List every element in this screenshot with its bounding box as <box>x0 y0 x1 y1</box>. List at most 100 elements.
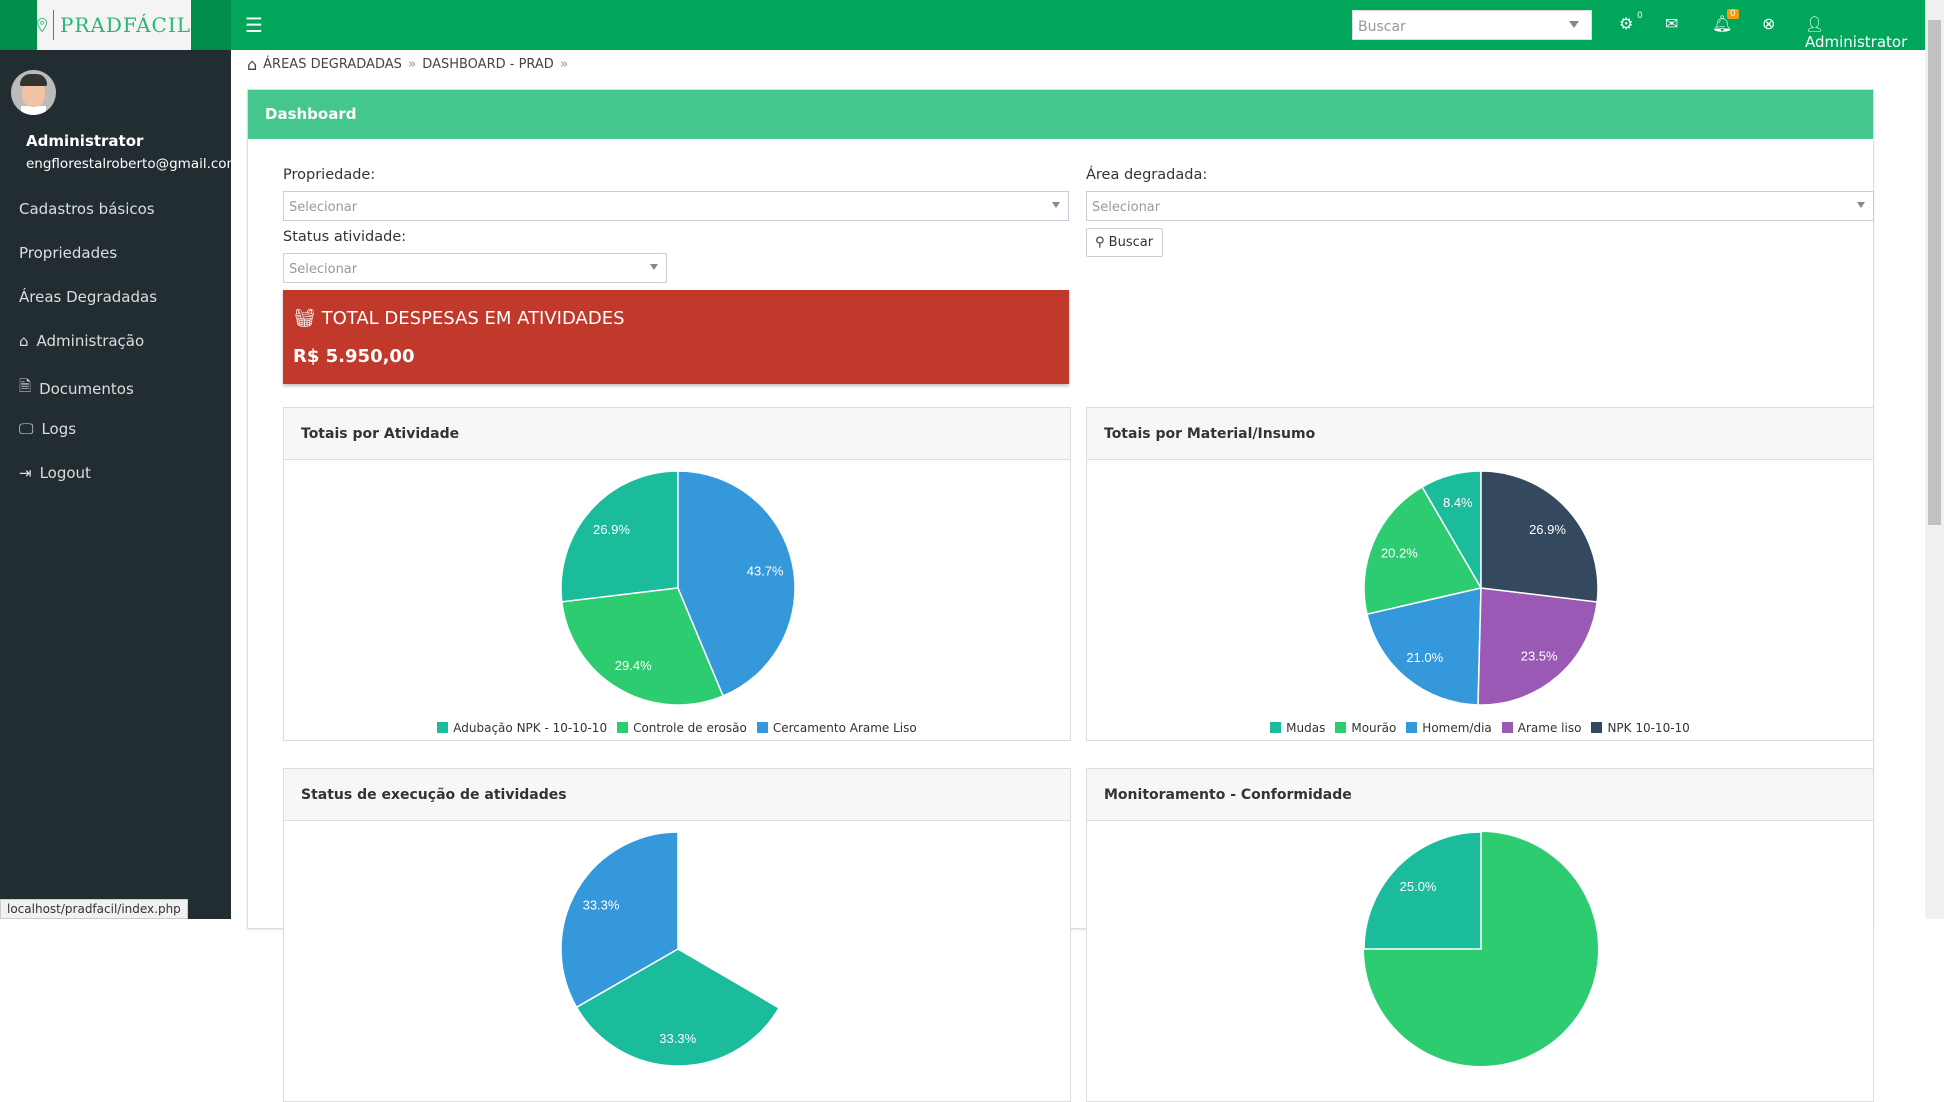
logo[interactable]: PRADFÁCIL <box>37 0 191 50</box>
caret-down-icon <box>1857 202 1865 212</box>
pie-slice[interactable] <box>560 587 725 706</box>
pie-slice-label: 33.3% <box>659 1031 696 1046</box>
caret-down-icon <box>650 264 658 274</box>
pie-slice[interactable] <box>1363 485 1483 616</box>
legend-swatch <box>617 722 629 733</box>
legend-swatch <box>1501 722 1513 733</box>
chart-legend: Adubação NPK - 10-10-10 Controle de erosã… <box>284 721 1070 735</box>
legend-item[interactable]: Mudas <box>1270 721 1325 735</box>
legend-item[interactable]: Cercamento Arame Liso <box>756 721 917 735</box>
basket-icon: 🧺︎ <box>293 308 316 329</box>
chart-title: Monitoramento - Conformidade <box>1087 769 1873 821</box>
pie-slice-label: 33.3% <box>583 897 620 912</box>
sidebar-item-areas[interactable]: Áreas Degradadas <box>19 288 157 306</box>
envelope-icon[interactable]: ✉ <box>1665 14 1679 33</box>
sidebar-user-email: engflorestalroberto@gmail.com <box>26 156 240 172</box>
chart-card-atividade: Totais por Atividade 26.9% 29.4% 43.7% Aduba… <box>283 407 1071 741</box>
select-value: Selecionar <box>1092 200 1161 215</box>
legend-label: Controle de erosão <box>633 721 747 735</box>
menu-toggle-icon[interactable]: ☰ <box>245 13 263 37</box>
legend-swatch <box>437 722 449 733</box>
pie-slice[interactable] <box>1480 470 1599 603</box>
life-ring-icon[interactable]: ⊗ <box>1762 14 1776 33</box>
user-icon: 👤︎ <box>1805 15 1825 33</box>
sidebar-item-label: Administração <box>36 332 145 350</box>
status-bar-url: localhost/pradfacil/index.php <box>0 899 188 919</box>
pie-slice[interactable] <box>677 470 796 697</box>
chart-legend: Mudas Mourão Homem/dia Arame liso NPK 10-10-… <box>1087 721 1873 735</box>
sidebar-item-logout[interactable]: ⇥ Logout <box>19 464 91 482</box>
gear-icon[interactable]: ⚙ <box>1619 14 1634 33</box>
sidebar-item-cadastros[interactable]: Cadastros básicos <box>19 200 155 218</box>
search-select[interactable]: Buscar <box>1352 10 1592 40</box>
chart-title: Totais por Material/Insumo <box>1087 408 1873 460</box>
avatar <box>11 70 56 115</box>
sidebar-item-label: Áreas Degradadas <box>19 288 158 306</box>
breadcrumb-item[interactable]: DASHBOARD - PRAD <box>422 57 554 72</box>
pie-slice[interactable] <box>560 470 679 603</box>
search-button[interactable]: ⚲ Buscar <box>1086 228 1163 257</box>
area-select[interactable]: Selecionar <box>1086 191 1874 221</box>
total-value: R$ 5.950,00 <box>293 346 415 367</box>
file-icon: 🗎 <box>19 377 32 395</box>
breadcrumb-item[interactable]: ÁREAS DEGRADADAS <box>263 57 402 72</box>
chart-title: Totais por Atividade <box>284 408 1070 460</box>
sidebar-user-name: Administrator <box>26 132 144 150</box>
legend-swatch <box>1406 722 1418 733</box>
chevron-double-right-icon: » <box>559 57 569 72</box>
sidebar-item-label: Documentos <box>39 379 134 398</box>
home-icon[interactable]: ⌂ <box>247 55 258 74</box>
legend-label: Homem/dia <box>1422 721 1492 735</box>
sidebar-item-label: Cadastros básicos <box>19 200 155 218</box>
sidebar-item-logs[interactable]: 🖵 Logs <box>19 420 76 438</box>
user-menu[interactable]: 👤︎ Administrator <box>1805 15 1925 51</box>
pie-slice-label: 43.7% <box>747 564 784 579</box>
legend-swatch <box>756 722 768 733</box>
pie-slice-label: 8.4% <box>1443 495 1473 510</box>
logo-text: PRADFÁCIL <box>59 13 191 37</box>
pie-slice-label: 26.9% <box>1529 522 1566 537</box>
chart-card-material: Totais por Material/Insumo 8.4% 20.2% 21.0%… <box>1086 407 1874 741</box>
chart-card-status: Status de execução de atividades 33.3% 33.… <box>283 768 1071 1102</box>
legend-item[interactable]: NPK 10-10-10 <box>1591 721 1690 735</box>
legend-item[interactable]: Adubação NPK - 10-10-10 <box>437 721 607 735</box>
status-select[interactable]: Selecionar <box>283 253 667 283</box>
pie-slice-label: 21.0% <box>1406 650 1443 665</box>
pie-slice-label: 26.9% <box>593 522 630 537</box>
status-label: Status atividade: <box>283 229 407 245</box>
sign-out-icon: ⇥ <box>19 464 32 482</box>
sidebar-item-documentos[interactable]: 🗎 Documentos <box>19 376 134 401</box>
logo-area: PRADFÁCIL <box>0 0 231 50</box>
chevron-double-right-icon: » <box>407 57 417 72</box>
select-value: Selecionar <box>289 200 358 215</box>
pie-chart: 26.9% 29.4% 43.7% <box>560 470 796 706</box>
top-navbar: PRADFÁCIL ☰ Buscar ⚙ ✉ 0 🔔︎ 0 ⊗ 👤︎ Admin… <box>0 0 1925 51</box>
pie-slice[interactable] <box>1366 587 1482 706</box>
legend-item[interactable]: Mourão <box>1335 721 1396 735</box>
legend-label: Cercamento Arame Liso <box>772 721 917 735</box>
legend-swatch <box>1335 722 1347 733</box>
caret-down-icon <box>1569 21 1579 33</box>
sidebar-item-administracao[interactable]: ⌂ Administração <box>19 332 144 350</box>
pie-slice[interactable] <box>1477 587 1599 706</box>
legend-item[interactable]: Controle de erosão <box>617 721 747 735</box>
legend-item[interactable]: Homem/dia <box>1406 721 1492 735</box>
sidebar-item-propriedades[interactable]: Propriedades <box>19 244 117 262</box>
legend-item[interactable]: Arame liso <box>1501 721 1581 735</box>
legend-swatch <box>1270 722 1282 733</box>
breadcrumb: ⌂ ÁREAS DEGRADADAS » DASHBOARD - PRAD » <box>247 55 568 74</box>
page-scrollbar[interactable] <box>1925 0 1944 919</box>
propriedade-select[interactable]: Selecionar <box>283 191 1069 221</box>
chart-card-monitoramento: Monitoramento - Conformidade 25.0% <box>1086 768 1874 1102</box>
user-name: Administrator <box>1805 33 1908 51</box>
pie-chart: 25.0% <box>1363 831 1598 1066</box>
total-title: TOTAL DESPESAS EM ATIVIDADES <box>321 308 625 329</box>
total-expenses-box: 🧺︎ TOTAL DESPESAS EM ATIVIDADES R$ 5.950… <box>283 290 1069 384</box>
monitor-icon: 🖵 <box>19 420 34 438</box>
pie-slice-label: 23.5% <box>1521 648 1558 663</box>
legend-label: Mourão <box>1351 721 1397 735</box>
pie-slice-label: 29.4% <box>615 658 652 673</box>
area-label: Área degradada: <box>1086 167 1208 183</box>
pie-slice-label: 20.2% <box>1381 546 1418 561</box>
scrollbar-thumb[interactable] <box>1928 20 1941 525</box>
